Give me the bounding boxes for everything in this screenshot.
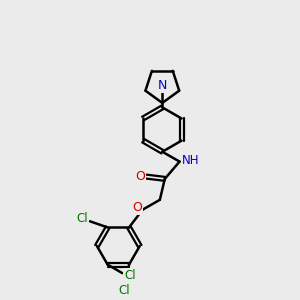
- Text: O: O: [132, 201, 142, 214]
- Text: Cl: Cl: [118, 284, 130, 297]
- Text: O: O: [135, 170, 145, 183]
- Text: NH: NH: [182, 154, 200, 167]
- Text: Cl: Cl: [124, 269, 136, 282]
- Text: N: N: [158, 79, 167, 92]
- Text: Cl: Cl: [76, 212, 88, 225]
